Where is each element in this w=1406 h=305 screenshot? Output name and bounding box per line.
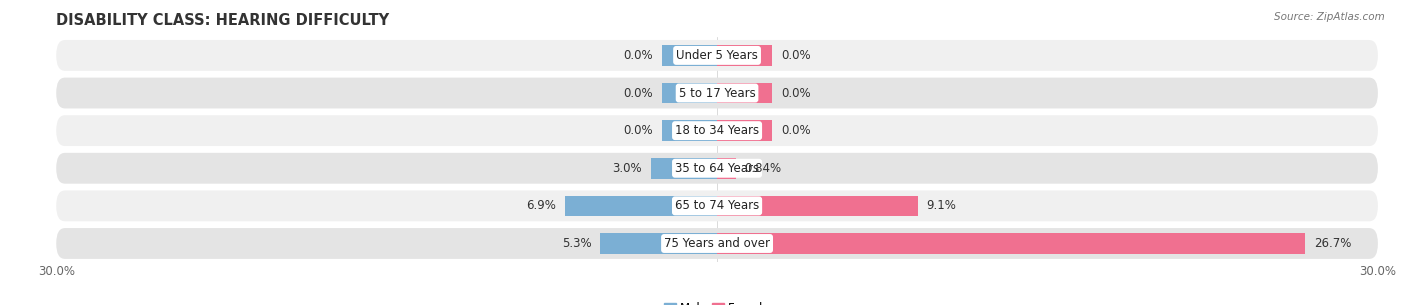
- Bar: [717, 83, 772, 103]
- Bar: [717, 196, 918, 216]
- Text: 6.9%: 6.9%: [526, 199, 557, 212]
- Bar: [717, 45, 772, 66]
- Text: 75 Years and over: 75 Years and over: [664, 237, 770, 250]
- Bar: [662, 45, 717, 66]
- Text: 18 to 34 Years: 18 to 34 Years: [675, 124, 759, 137]
- Text: 3.0%: 3.0%: [613, 162, 643, 175]
- FancyBboxPatch shape: [56, 153, 1378, 184]
- Text: 65 to 74 Years: 65 to 74 Years: [675, 199, 759, 212]
- Text: 26.7%: 26.7%: [1315, 237, 1351, 250]
- Text: 0.0%: 0.0%: [780, 49, 811, 62]
- Text: DISABILITY CLASS: HEARING DIFFICULTY: DISABILITY CLASS: HEARING DIFFICULTY: [56, 13, 389, 28]
- Text: Source: ZipAtlas.com: Source: ZipAtlas.com: [1274, 12, 1385, 22]
- Bar: [717, 120, 772, 141]
- Text: 35 to 64 Years: 35 to 64 Years: [675, 162, 759, 175]
- Legend: Male, Female: Male, Female: [659, 297, 775, 305]
- FancyBboxPatch shape: [56, 40, 1378, 71]
- FancyBboxPatch shape: [56, 77, 1378, 109]
- Text: Under 5 Years: Under 5 Years: [676, 49, 758, 62]
- Text: 0.84%: 0.84%: [744, 162, 782, 175]
- Text: 0.0%: 0.0%: [623, 87, 654, 99]
- Text: 9.1%: 9.1%: [927, 199, 956, 212]
- Bar: [717, 158, 735, 179]
- Text: 5 to 17 Years: 5 to 17 Years: [679, 87, 755, 99]
- Bar: [600, 233, 717, 254]
- Bar: [651, 158, 717, 179]
- FancyBboxPatch shape: [56, 190, 1378, 221]
- Text: 0.0%: 0.0%: [780, 87, 811, 99]
- Bar: [662, 83, 717, 103]
- Text: 0.0%: 0.0%: [623, 124, 654, 137]
- Bar: [662, 120, 717, 141]
- FancyBboxPatch shape: [56, 228, 1378, 259]
- FancyBboxPatch shape: [56, 115, 1378, 146]
- Text: 0.0%: 0.0%: [780, 124, 811, 137]
- Bar: [565, 196, 717, 216]
- Text: 5.3%: 5.3%: [562, 237, 592, 250]
- Bar: [717, 233, 1305, 254]
- Text: 0.0%: 0.0%: [623, 49, 654, 62]
